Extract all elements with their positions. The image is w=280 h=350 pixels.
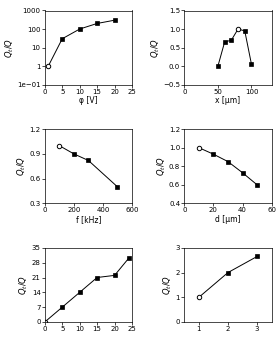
- Y-axis label: $Q_t/Q$: $Q_t/Q$: [18, 275, 30, 295]
- Y-axis label: $Q_t/Q$: $Q_t/Q$: [15, 156, 28, 176]
- Y-axis label: $Q_t/Q$: $Q_t/Q$: [162, 275, 174, 295]
- Y-axis label: $Q_t/Q$: $Q_t/Q$: [155, 156, 167, 176]
- Y-axis label: $Q_t/Q$: $Q_t/Q$: [149, 37, 162, 58]
- X-axis label: f [kHz]: f [kHz]: [76, 215, 101, 224]
- X-axis label: x [μm]: x [μm]: [215, 96, 241, 105]
- X-axis label: d [μm]: d [μm]: [215, 215, 241, 224]
- X-axis label: φ [V]: φ [V]: [79, 96, 98, 105]
- Y-axis label: $Q_t/Q$: $Q_t/Q$: [3, 37, 16, 58]
